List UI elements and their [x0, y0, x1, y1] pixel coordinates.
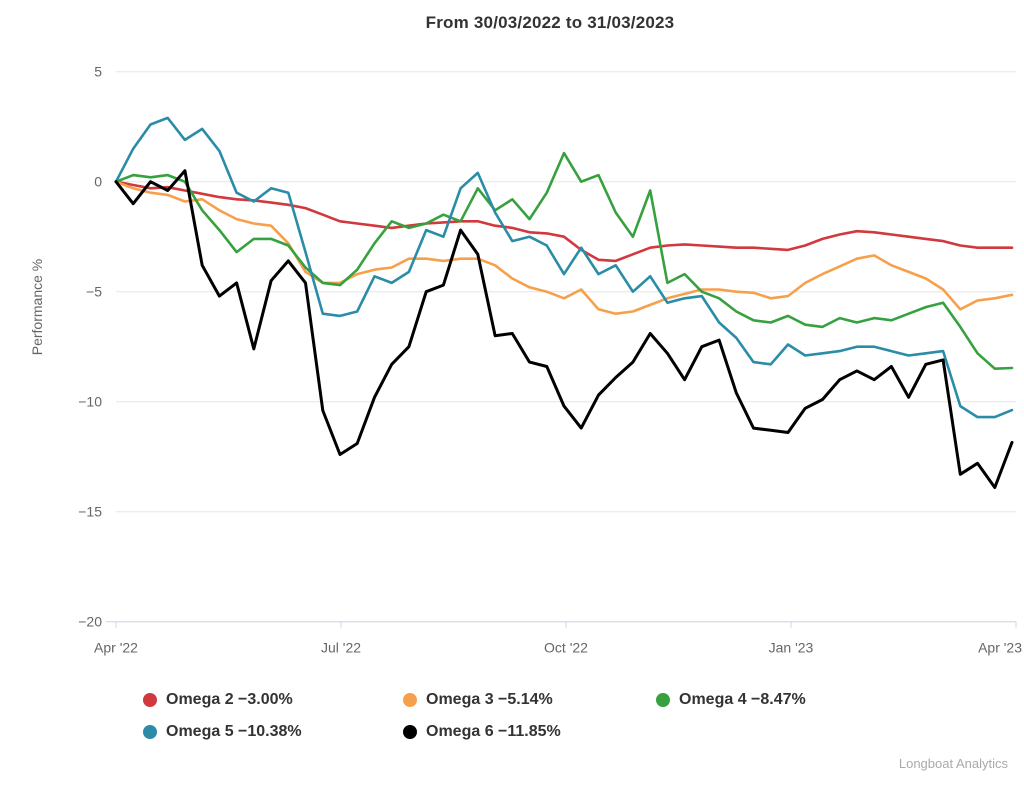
y-tick-label: −5: [86, 284, 102, 300]
chart-title: From 30/03/2022 to 31/03/2023: [425, 13, 675, 32]
legend-label: Omega 4 −8.47%: [679, 691, 806, 708]
legend-item-omega-4[interactable]: Omega 4 −8.47%: [656, 689, 806, 711]
legend-label: Omega 2 −3.00%: [166, 691, 293, 708]
legend-label: Omega 6 −11.85%: [426, 723, 561, 740]
series-line-omega-6: [114, 169, 1014, 489]
legend-item-omega-2[interactable]: Omega 2 −3.00%: [143, 689, 293, 711]
y-tick-label: 5: [94, 64, 102, 80]
series-line-omega-2: [114, 180, 1014, 263]
legend-item-omega-3[interactable]: Omega 3 −5.14%: [403, 689, 553, 711]
legend-marker-icon: [403, 725, 417, 739]
x-tick-label: Jan '23: [769, 640, 814, 656]
x-tick-label: Jul '22: [321, 640, 361, 656]
legend-marker-icon: [143, 693, 157, 707]
legend-marker-icon: [403, 693, 417, 707]
legend-label: Omega 3 −5.14%: [426, 691, 553, 708]
legend-label: Omega 5 −10.38%: [166, 723, 302, 740]
legend-marker-icon: [143, 725, 157, 739]
x-tick-label: Apr '22: [94, 640, 138, 656]
legend: Omega 2 −3.00% Omega 3 −5.14% Omega 4 −8.4…: [0, 689, 1024, 753]
x-tick-label: Oct '22: [544, 640, 588, 656]
y-tick-label: −15: [78, 504, 102, 520]
x-tick-label: Apr '23: [978, 640, 1022, 656]
legend-item-omega-6[interactable]: Omega 6 −11.85%: [403, 721, 561, 743]
series-line-omega-5: [114, 116, 1014, 419]
legend-item-omega-5[interactable]: Omega 5 −10.38%: [143, 721, 302, 743]
legend-marker-icon: [656, 693, 670, 707]
y-tick-label: −20: [78, 614, 102, 630]
series-line-omega-4: [114, 151, 1014, 371]
y-tick-label: 0: [94, 174, 102, 190]
plot-area: 5 0 −5 −10 −15 −20 Apr '22 Jul '22 Oct '22 Jan '2…: [78, 64, 1022, 656]
y-tick-label: −10: [78, 394, 102, 410]
series-line-omega-3: [114, 180, 1014, 316]
watermark: Longboat Analytics: [898, 756, 1008, 771]
